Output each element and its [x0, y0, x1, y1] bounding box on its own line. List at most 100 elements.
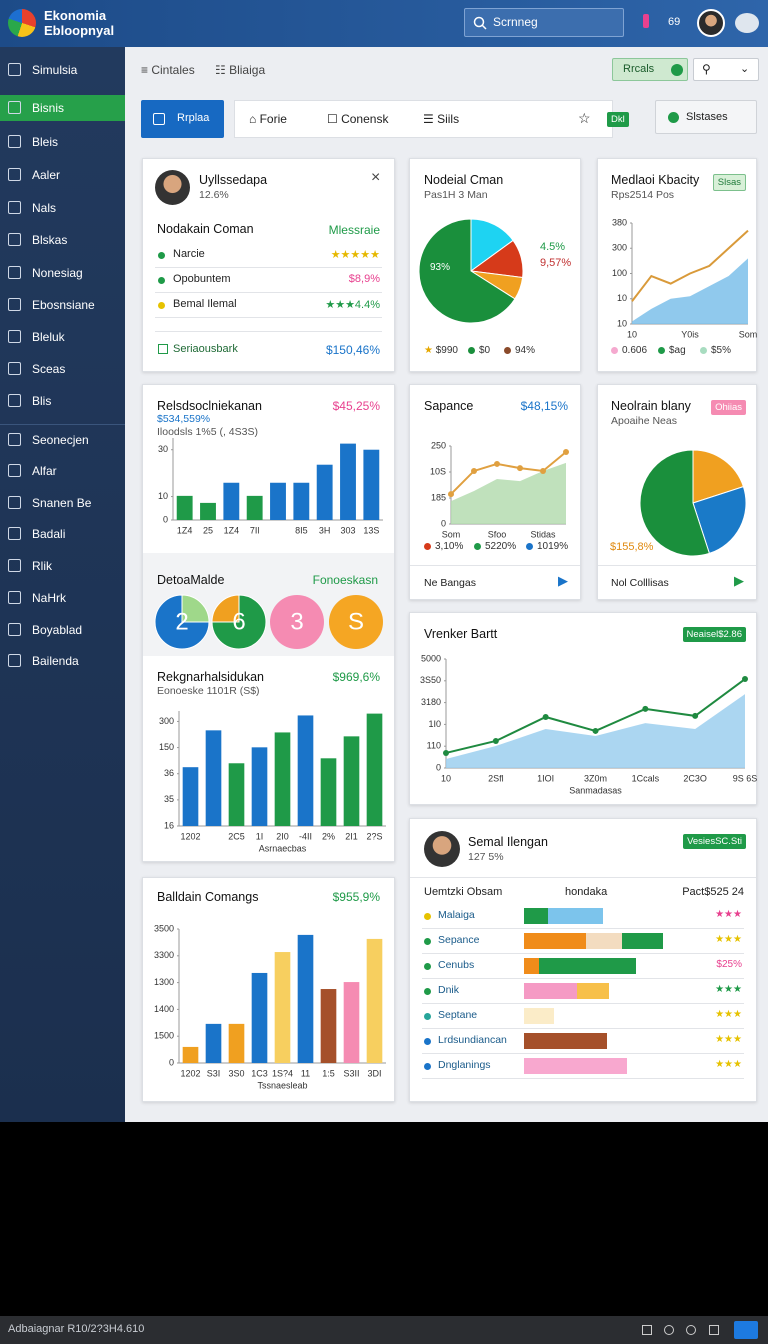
point — [542, 713, 549, 720]
sidebar-label: Alfar — [32, 464, 57, 478]
bar-chart: 16 35 36 150 300 1202 2C5 1I 2I0 -4II 2% 2I1 2?S Asrn… — [159, 711, 386, 853]
search-box[interactable]: Scrnneg — [464, 8, 624, 37]
x-tick-label: S3I — [207, 1068, 221, 1078]
breadcrumb[interactable]: ≡ Cintales — [141, 63, 195, 77]
pie-slice — [270, 595, 324, 649]
status-icon[interactable] — [686, 1325, 696, 1335]
y-tick-label: 35 — [164, 794, 174, 804]
bar — [228, 763, 245, 826]
divider — [598, 565, 756, 566]
sidebar-icon — [8, 298, 21, 311]
pie-slice — [329, 595, 383, 649]
breadcrumb[interactable]: ☷ Bliaiga — [215, 63, 266, 77]
sidebar-item[interactable]: Rlik — [0, 553, 125, 579]
avatar[interactable] — [697, 9, 725, 37]
pie-slice — [418, 218, 516, 324]
sidebar-item[interactable]: Sceas — [0, 356, 125, 382]
search-dropdown[interactable]: ⚲ ⌄ — [693, 58, 759, 81]
footer-link[interactable]: Nol Colllisas — [611, 577, 669, 589]
pie-slice — [692, 449, 745, 504]
header-badge[interactable]: 69 — [668, 16, 681, 28]
legend-label: $5% — [711, 345, 732, 356]
legend-item: 1019% — [526, 541, 568, 552]
status-button[interactable]: Slstases — [655, 100, 757, 134]
tab[interactable]: ⌂ Forie — [249, 112, 287, 126]
sidebar-icon — [8, 496, 21, 509]
sidebar-item[interactable]: Nonesiag — [0, 260, 125, 286]
sidebar-label: Bleis — [32, 135, 59, 149]
tab[interactable]: ☐ Conensk — [327, 112, 389, 126]
point — [742, 676, 748, 683]
status-icon[interactable] — [664, 1325, 674, 1335]
legend-label: 94% — [515, 345, 536, 356]
divider — [422, 953, 744, 954]
sidebar-item[interactable]: Aaler — [0, 162, 125, 188]
sidebar-item[interactable]: Bleis — [0, 129, 125, 155]
status-icon[interactable] — [734, 1321, 758, 1339]
row-dot — [424, 1013, 431, 1020]
bar — [297, 715, 314, 826]
tab[interactable]: ☰ Siils — [423, 112, 460, 126]
bar-segment — [524, 908, 548, 924]
notify-icon[interactable] — [643, 14, 649, 28]
y-tick-label: 1300 — [154, 977, 174, 987]
sidebar-item[interactable]: Nals — [0, 195, 125, 221]
bar — [293, 482, 310, 520]
status-icon[interactable] — [642, 1325, 652, 1335]
line — [450, 451, 567, 495]
primary-tab[interactable]: Rrplaa — [141, 100, 224, 138]
sidebar-item[interactable]: Bleluk — [0, 324, 125, 350]
sidebar-item[interactable]: Alfar — [0, 458, 125, 484]
play-button[interactable]: ▶ — [734, 573, 744, 588]
sidebar-label: Bisnis — [32, 101, 65, 115]
x-tick-label: 1Z4 — [177, 525, 193, 535]
sidebar-item[interactable]: NaHrk — [0, 585, 125, 611]
toolbar-button[interactable]: Rrcals — [612, 58, 688, 81]
play-button[interactable]: ▶ — [558, 573, 568, 588]
pie-slice — [211, 594, 240, 623]
status-icon[interactable] — [709, 1325, 719, 1335]
legend-label: 5220% — [485, 541, 517, 552]
point — [563, 448, 569, 455]
star-icon[interactable]: ☆ — [578, 110, 591, 126]
x-tick-label: 2% — [322, 831, 335, 841]
sidebar-item[interactable]: Blskas — [0, 227, 125, 253]
close-button[interactable]: × — [371, 169, 381, 186]
sidebar-item[interactable]: Blis — [0, 388, 125, 414]
tab-label: Forie — [259, 112, 287, 126]
sidebar-item[interactable]: Ebosnsiane — [0, 292, 125, 318]
row-label: Opobuntem — [173, 273, 231, 285]
settings-icon[interactable] — [735, 13, 759, 33]
sidebar-item[interactable]: Bailenda — [0, 648, 125, 674]
sidebar-label: Snanen Be — [32, 496, 92, 510]
pie-slice — [154, 594, 210, 650]
trend-card: Vrenker Bartt Neaisel$2.86 0 110 1I0 3180 3S… — [409, 612, 757, 805]
sidebar-icon — [8, 266, 21, 279]
pie-slice — [692, 485, 747, 555]
sidebar-item[interactable]: Simulsia — [0, 57, 125, 83]
pie-label: $155,8% — [610, 541, 654, 553]
x-tick-label: 7Il — [250, 525, 260, 535]
x-tick-label: 2I0 — [276, 831, 289, 841]
sidebar-item[interactable]: Bisnis — [0, 95, 125, 121]
y-tick-label: 1500 — [154, 1031, 174, 1041]
sidebar-label: Aaler — [32, 168, 61, 182]
sidebar-label: NaHrk — [32, 591, 67, 605]
area — [446, 694, 745, 768]
section-value: Mlessraie — [328, 223, 380, 237]
crumb[interactable]: Cintales — [151, 63, 195, 77]
sidebar-item[interactable]: Snanen Be — [0, 490, 125, 516]
footer-value: $150,46% — [325, 343, 380, 357]
row-label: Malaiga — [438, 909, 475, 921]
bar — [366, 713, 383, 826]
sidebar-item[interactable]: Seonecjen — [0, 427, 125, 453]
row-label: Dnglanings — [438, 1059, 491, 1071]
sidebar-item[interactable]: Badali — [0, 521, 125, 547]
checkbox[interactable] — [158, 344, 168, 354]
row-label: Cenubs — [438, 959, 475, 971]
sidebar-item[interactable]: Boyablad — [0, 617, 125, 643]
footer-link[interactable]: Ne Bangas — [424, 577, 476, 589]
card-title: Neolrain blany — [611, 399, 691, 413]
crumb[interactable]: Bliaiga — [229, 63, 266, 77]
